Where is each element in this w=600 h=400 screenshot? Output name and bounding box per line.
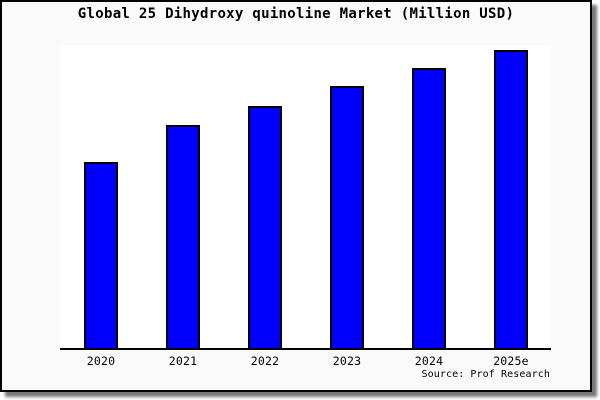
- plot-area: [60, 45, 551, 350]
- chart-frame: Global 25 Dihydroxy quinoline Market (Mi…: [0, 0, 592, 392]
- x-tick-label-2022: 2022: [250, 354, 280, 368]
- bar-2024: [412, 68, 446, 348]
- x-tick-label-2025e: 2025e: [493, 354, 529, 368]
- bar-2025e: [494, 50, 528, 348]
- bar-2022: [248, 106, 282, 348]
- bar-2021: [166, 125, 200, 348]
- source-note: Source: Prof Research: [421, 369, 550, 380]
- chart-title: Global 25 Dihydroxy quinoline Market (Mi…: [77, 6, 515, 22]
- bar-2020: [84, 162, 118, 348]
- x-tick-label-2024: 2024: [414, 354, 444, 368]
- x-tick-label-2021: 2021: [168, 354, 198, 368]
- bar-2023: [330, 86, 364, 348]
- x-tick-label-2020: 2020: [86, 354, 116, 368]
- x-tick-label-2023: 2023: [332, 354, 362, 368]
